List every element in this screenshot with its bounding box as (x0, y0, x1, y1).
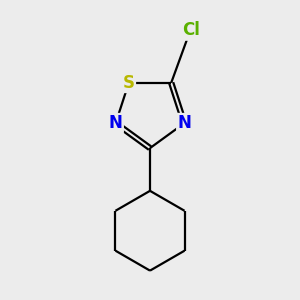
Text: Cl: Cl (183, 22, 200, 40)
Text: N: N (109, 114, 123, 132)
Text: S: S (123, 74, 135, 92)
Text: N: N (177, 114, 191, 132)
